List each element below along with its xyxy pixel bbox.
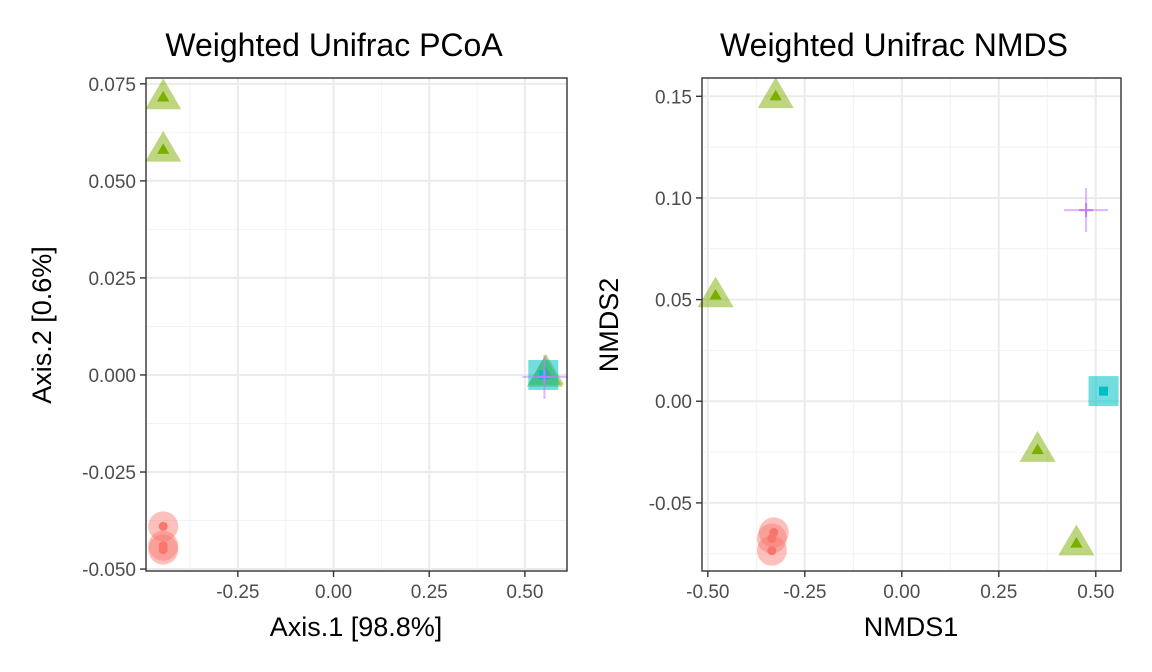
nmds-panel-border — [701, 77, 1122, 572]
nmds-x-tick-label: -0.50 — [686, 582, 729, 603]
pcoa-point-circle-2 — [148, 534, 179, 565]
nmds-point-triangle-1 — [697, 276, 734, 308]
pcoa-y-tick-label: 0.050 — [88, 172, 136, 193]
nmds-y-tick-label: 0.00 — [655, 392, 692, 413]
nmds-x-tick-label: -0.25 — [783, 582, 826, 603]
nmds-plot-area: -0.50 -0.25 0.00 0.25 0.50 -0.05 0.00 0.05 0.10 0… — [649, 77, 1122, 603]
pcoa-point-square-0 — [528, 359, 559, 390]
nmds-panel-background — [702, 78, 1121, 571]
pcoa-x-axis-title: Axis.1 [98.8%] — [270, 612, 443, 642]
nmds-point-cross-0 — [1064, 188, 1109, 233]
pcoa-point-triangle-1 — [145, 130, 182, 162]
pcoa-title: Weighted Unifrac PCoA — [165, 27, 503, 63]
nmds-point-triangle-3 — [1058, 524, 1095, 556]
nmds-point-square-0 — [1088, 376, 1119, 407]
nmds-y-tick-label: -0.05 — [649, 494, 692, 515]
pcoa-y-tick-label: 0.025 — [88, 269, 136, 290]
pcoa-y-tick-label: -0.050 — [82, 560, 136, 581]
nmds-point-triangle-0 — [757, 77, 794, 109]
nmds-point-circle-1 — [756, 523, 787, 554]
nmds-x-tick-label: 0.00 — [883, 582, 920, 603]
pcoa-y-tick-label: 0.075 — [88, 75, 136, 96]
nmds-y-axis-title: NMDS2 — [594, 278, 624, 373]
pcoa-panel: Weighted Unifrac PCoA -0.25 0.00 0.25 0.50-… — [27, 27, 568, 642]
pcoa-x-tick-label: 0.50 — [506, 582, 543, 603]
pcoa-y-axis-title: Axis.2 [0.6%] — [27, 246, 57, 404]
nmds-x-tick-label: 0.50 — [1077, 582, 1114, 603]
nmds-point-circle-2 — [756, 535, 787, 566]
pcoa-point-cross-0 — [522, 354, 567, 399]
nmds-y-tick-label: 0.10 — [655, 189, 692, 210]
pcoa-x-tick-label: 0.25 — [411, 582, 448, 603]
nmds-title: Weighted Unifrac NMDS — [720, 27, 1068, 63]
pcoa-point-circle-0 — [148, 511, 179, 542]
pcoa-x-tick-label: 0.00 — [315, 582, 352, 603]
nmds-x-axis-title: NMDS1 — [864, 612, 959, 642]
nmds-panel: Weighted Unifrac NMDS -0.50 -0.25 0.00 0.25… — [594, 27, 1122, 642]
pcoa-y-tick-label: -0.025 — [82, 463, 136, 484]
pcoa-point-triangle-0 — [145, 78, 182, 110]
pcoa-y-tick-label: 0.000 — [88, 366, 136, 387]
nmds-y-tick-label: 0.05 — [655, 291, 692, 312]
pcoa-panel-border — [145, 77, 568, 572]
pcoa-plot-area: -0.25 0.00 0.25 0.50 -0.050 -0.025 0.000 0.025 0… — [82, 75, 568, 603]
nmds-x-tick-label: 0.25 — [980, 582, 1017, 603]
pcoa-panel-background — [146, 78, 567, 571]
nmds-point-triangle-2 — [1019, 431, 1056, 462]
pcoa-x-tick-label: -0.25 — [216, 582, 259, 603]
nmds-y-tick-label: 0.15 — [655, 87, 692, 108]
